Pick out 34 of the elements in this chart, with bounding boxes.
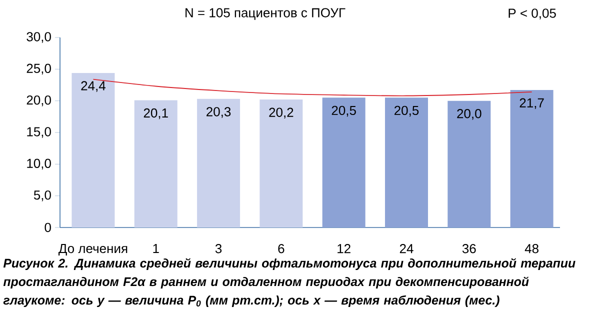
bar <box>260 100 303 228</box>
chart-title: N = 105 пациентов с ПОУГ <box>186 8 346 20</box>
y-tick-label: 20,0 <box>26 95 51 106</box>
bar <box>448 100 491 228</box>
data-label: 20,0 <box>457 109 482 120</box>
y-tick-label: 10,0 <box>27 158 51 170</box>
y-tick-label: 30,0 <box>26 32 51 43</box>
bar <box>72 72 115 228</box>
y-tick-label: 15,0 <box>27 127 51 138</box>
bar <box>322 98 366 228</box>
data-label: 24,4 <box>81 81 106 92</box>
x-tick-label: 3 <box>215 244 222 254</box>
bar <box>510 90 554 228</box>
text: P < 0,05 <box>508 8 556 20</box>
x-tick-label: 24 <box>400 244 414 254</box>
bar <box>384 98 428 228</box>
x-tick-label: 1 <box>153 244 159 253</box>
x-tick-label: 12 <box>338 244 350 254</box>
x-tick-label: 48 <box>524 244 538 254</box>
bar <box>197 98 240 228</box>
data-label: 20,5 <box>394 106 419 117</box>
x-tick-label: До лечения <box>58 244 128 256</box>
data-label: 20,5 <box>332 106 356 117</box>
data-label: 21,7 <box>520 98 544 109</box>
data-label: 20,2 <box>269 108 294 118</box>
data-label: 20,1 <box>144 108 168 120</box>
x-tick-label: 36 <box>462 244 476 254</box>
y-tick-label: 25,0 <box>26 64 51 75</box>
bar <box>134 100 178 228</box>
x-tick-label: 6 <box>278 244 284 254</box>
text: Рисунок 2. Динамика средней величины офтальмотонуса при дополнительной терапии простагландином F2α в раннем и отдаленном периодах при декомпенсированной глаукоме: ось y — величина P$_{0}$ (мм рт.ст.); ось x — время наблюдения (мес.) <box>3 258 576 308</box>
y-tick-label: 0 <box>44 222 51 232</box>
y-tick-label: 5,0 <box>34 190 51 202</box>
data-label: 20,3 <box>206 107 231 118</box>
